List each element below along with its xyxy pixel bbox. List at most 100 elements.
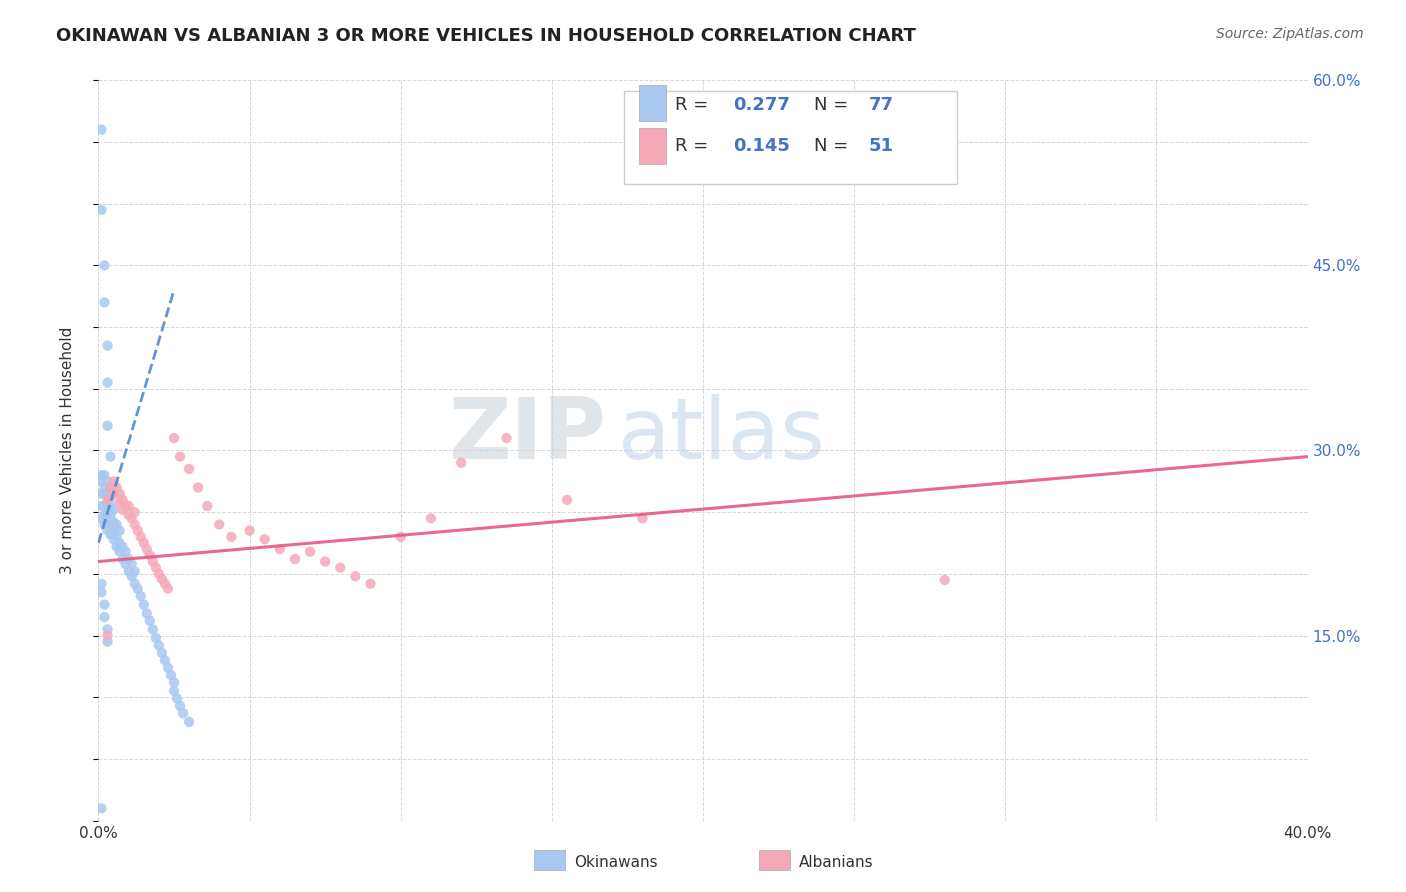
Point — [172, 706, 194, 721]
Point — [344, 569, 367, 583]
Point — [90, 576, 112, 591]
Point — [160, 668, 183, 682]
Point — [142, 555, 165, 569]
Point — [118, 565, 141, 579]
Point — [269, 542, 291, 557]
Point — [96, 515, 118, 529]
Text: 0.145: 0.145 — [734, 137, 790, 155]
Point — [105, 517, 128, 532]
Text: 0.277: 0.277 — [734, 95, 790, 113]
Point — [148, 566, 170, 581]
Point — [139, 549, 162, 563]
Point — [111, 502, 134, 516]
Point — [96, 475, 118, 489]
Point — [114, 557, 136, 571]
Point — [96, 634, 118, 648]
Point — [127, 524, 149, 538]
Point — [100, 499, 122, 513]
Point — [100, 491, 122, 505]
Point — [555, 492, 578, 507]
Point — [103, 515, 125, 529]
Point — [103, 502, 125, 516]
Point — [299, 544, 322, 558]
Point — [153, 653, 176, 667]
Text: Source: ZipAtlas.com: Source: ZipAtlas.com — [1216, 27, 1364, 41]
Y-axis label: 3 or more Vehicles in Household: 3 or more Vehicles in Household — [60, 326, 75, 574]
Point — [114, 544, 136, 558]
Point — [93, 480, 115, 494]
Point — [108, 524, 131, 538]
FancyBboxPatch shape — [624, 91, 957, 184]
Point — [96, 418, 118, 433]
Point — [124, 517, 146, 532]
Point — [221, 530, 243, 544]
Point — [135, 607, 157, 621]
Point — [93, 468, 115, 483]
Point — [90, 475, 112, 489]
Point — [179, 462, 201, 476]
Point — [495, 431, 517, 445]
Point — [96, 524, 118, 538]
Point — [420, 511, 443, 525]
Point — [90, 202, 112, 217]
Point — [132, 536, 155, 550]
Point — [100, 480, 122, 494]
Point — [93, 295, 115, 310]
Text: 77: 77 — [869, 95, 894, 113]
Point — [124, 565, 146, 579]
Point — [90, 468, 112, 483]
Point — [108, 536, 131, 550]
Point — [284, 552, 307, 566]
Point — [127, 582, 149, 596]
Point — [103, 524, 125, 538]
Point — [934, 573, 956, 587]
Point — [121, 557, 143, 571]
Point — [132, 598, 155, 612]
Point — [100, 508, 122, 522]
Point — [239, 524, 262, 538]
Point — [93, 610, 115, 624]
Point — [93, 499, 115, 513]
Point — [163, 431, 186, 445]
Point — [148, 639, 170, 653]
Point — [105, 480, 128, 494]
Point — [156, 660, 179, 674]
Point — [121, 569, 143, 583]
Point — [150, 646, 173, 660]
Point — [90, 801, 112, 815]
Point — [93, 508, 115, 522]
FancyBboxPatch shape — [638, 86, 665, 121]
Point — [360, 576, 382, 591]
Text: N =: N = — [814, 137, 855, 155]
Point — [105, 540, 128, 554]
Point — [103, 486, 125, 500]
Point — [90, 499, 112, 513]
Text: atlas: atlas — [619, 394, 827, 477]
Point — [124, 576, 146, 591]
Point — [135, 542, 157, 557]
Point — [150, 572, 173, 586]
Point — [96, 623, 118, 637]
Point — [96, 376, 118, 390]
Point — [103, 533, 125, 547]
Point — [96, 486, 118, 500]
Point — [108, 544, 131, 558]
Point — [100, 483, 122, 497]
Text: Albanians: Albanians — [799, 855, 873, 870]
Point — [129, 589, 152, 603]
Point — [389, 530, 412, 544]
Point — [163, 684, 186, 698]
Point — [114, 499, 136, 513]
Text: N =: N = — [814, 95, 855, 113]
Text: R =: R = — [675, 95, 714, 113]
Point — [169, 450, 191, 464]
Point — [163, 675, 186, 690]
Point — [187, 480, 209, 494]
Point — [169, 698, 191, 713]
FancyBboxPatch shape — [638, 128, 665, 164]
Point — [118, 552, 141, 566]
Point — [103, 475, 125, 489]
Point — [90, 122, 112, 136]
Text: R =: R = — [675, 137, 714, 155]
Point — [90, 486, 112, 500]
